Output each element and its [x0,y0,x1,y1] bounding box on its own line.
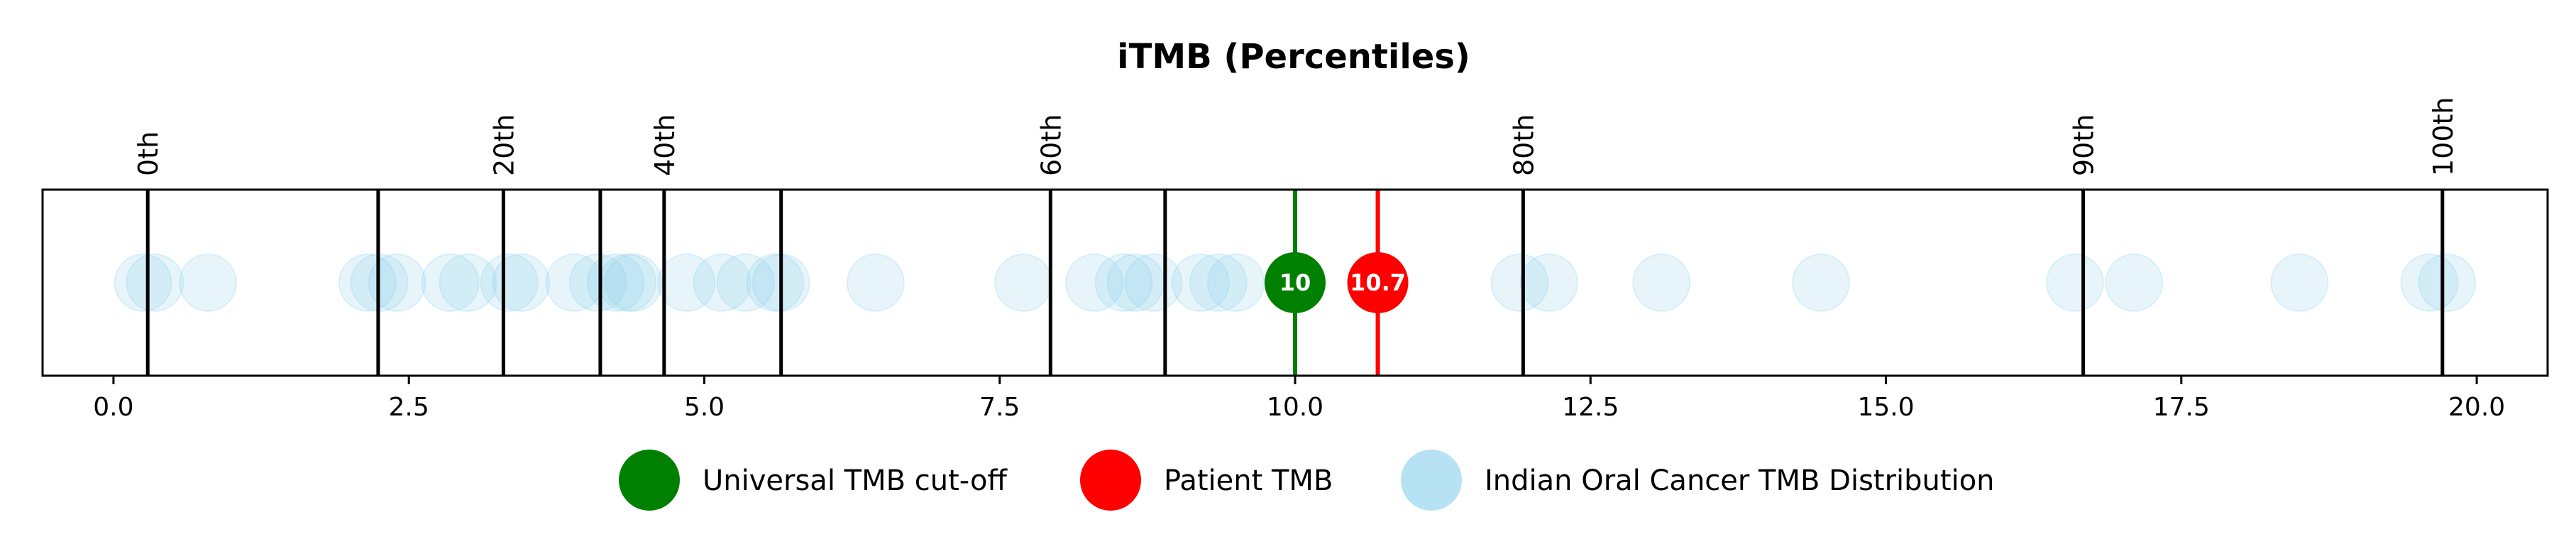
distribution-point [126,254,185,312]
distribution-point [421,254,480,312]
percentile-label: 90th [2069,114,2100,176]
distribution-point [716,254,775,312]
distribution-point [693,254,752,312]
legend-label: Patient TMB [1164,464,1333,497]
legend-label: Indian Oral Cancer TMB Distribution [1485,464,1995,497]
distribution-point [1490,254,1549,312]
chart-title: iTMB (Percentiles) [1117,37,1470,77]
distribution-point [368,254,426,312]
percentile-lines [145,190,2445,376]
distribution-point [746,254,805,312]
legend-label: Universal TMB cut-off [703,464,1008,497]
percentile-label: 80th [1508,114,1539,176]
patient-marker [1347,252,1409,313]
x-tick-label: 15.0 [1857,393,1914,422]
distribution-point [2418,254,2477,312]
distribution-point [1064,254,1123,312]
percentile-label: 100th [2428,97,2459,176]
cutoff-marker [1265,252,1326,313]
distribution-point [1124,254,1183,312]
distribution-point [2105,254,2164,312]
legend-marker [619,450,680,511]
distribution-point [1791,254,1850,312]
x-tick-label: 2.5 [389,393,429,422]
distribution-point [1189,254,1248,312]
percentile-labels: 0th 20th 40th 60th 80th 90th 100th [133,97,2459,176]
percentile-label: 0th [133,131,164,176]
distribution-point [604,254,663,312]
patient-value-label: 10.7 [1350,269,1406,296]
legend: Universal TMB cut-off Patient TMB Indian O… [619,450,1995,511]
distribution-point [2045,254,2104,312]
distribution-point [492,254,551,312]
x-tick-label: 7.5 [979,393,1020,422]
distribution-point [657,254,716,312]
x-axis: 0.0 2.5 5.0 7.5 10.0 12.5 15.0 17.5 20.0 [93,376,2505,422]
distribution-point [1206,254,1265,312]
distribution-point [2270,254,2329,312]
distribution-point [1519,254,1578,312]
distribution-point [846,254,905,312]
x-tick-label: 12.5 [1562,393,1619,422]
tmb-markers: 10 10.7 [1265,190,1409,376]
percentile-label: 40th [649,114,681,176]
x-tick-label: 20.0 [2448,393,2505,422]
distribution-point [1094,254,1153,312]
distribution-points [114,254,2477,312]
distribution-point [545,254,604,312]
legend-marker [1080,450,1141,511]
distribution-point [568,254,627,312]
x-tick-label: 10.0 [1267,393,1323,422]
distribution-point [994,254,1053,312]
distribution-point [439,254,497,312]
distribution-point [1632,254,1691,312]
distribution-point [179,254,238,312]
percentile-label: 60th [1035,114,1067,176]
legend-marker [1401,450,1462,511]
x-tick-label: 17.5 [2153,393,2210,422]
cutoff-value-label: 10 [1279,269,1311,296]
x-tick-label: 5.0 [684,393,725,422]
x-tick-label: 0.0 [93,393,133,422]
distribution-point [338,254,397,312]
distribution-point [114,254,172,312]
percentile-label: 20th [488,114,519,176]
distribution-point [480,254,539,312]
distribution-point [1171,254,1230,312]
